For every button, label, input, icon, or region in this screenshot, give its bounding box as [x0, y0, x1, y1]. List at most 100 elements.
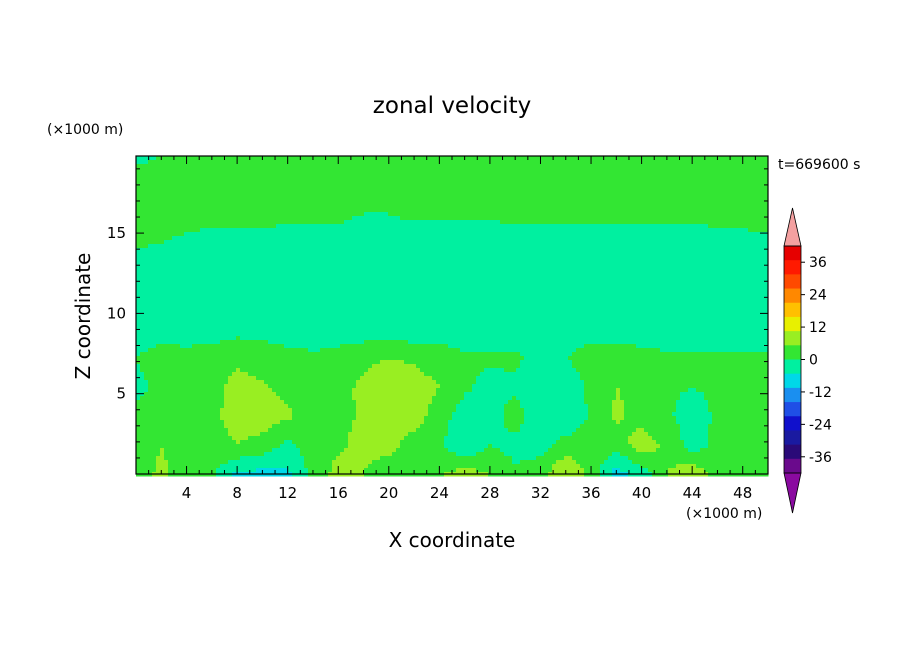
field-cell [672, 204, 677, 209]
field-cell [596, 180, 601, 185]
field-cell [348, 252, 353, 257]
field-cell [172, 228, 177, 233]
field-cell [680, 168, 685, 173]
field-cell [672, 248, 677, 253]
field-cell [188, 176, 193, 181]
field-cell [380, 256, 385, 261]
field-cell [636, 248, 641, 253]
field-cell [576, 276, 581, 281]
field-cell [368, 252, 373, 257]
field-cell [256, 260, 261, 265]
field-cell [324, 244, 329, 249]
field-cell [436, 224, 441, 229]
field-cell [444, 168, 449, 173]
field-cell [500, 196, 505, 201]
field-cell [388, 180, 393, 185]
field-cell [428, 168, 433, 173]
field-cell [528, 272, 533, 277]
field-cell [744, 260, 749, 265]
field-cell [164, 280, 169, 285]
field-cell [292, 280, 297, 285]
field-cell [208, 212, 213, 217]
field-cell [648, 164, 653, 169]
field-cell [664, 240, 669, 245]
field-cell [372, 172, 377, 177]
field-cell [200, 252, 205, 257]
field-cell [396, 256, 401, 261]
field-cell [720, 236, 725, 241]
field-cell [740, 172, 745, 177]
field-cell [468, 216, 473, 221]
field-cell [192, 244, 197, 249]
field-cell [156, 184, 161, 189]
field-cell [724, 228, 729, 233]
field-cell [408, 264, 413, 269]
field-cell [380, 156, 385, 161]
field-cell [140, 252, 145, 257]
field-cell [688, 224, 693, 229]
field-cell [436, 156, 441, 161]
field-cell [748, 268, 753, 273]
field-cell [212, 276, 217, 281]
field-cell [240, 200, 245, 205]
field-cell [408, 200, 413, 205]
field-cell [544, 200, 549, 205]
field-cell [184, 248, 189, 253]
field-cell [476, 228, 481, 233]
field-cell [688, 212, 693, 217]
field-cell [268, 208, 273, 213]
field-cell [608, 192, 613, 197]
field-cell [700, 276, 705, 281]
field-cell [548, 168, 553, 173]
field-cell [464, 184, 469, 189]
field-cell [440, 228, 445, 233]
field-cell [416, 160, 421, 165]
field-cell [188, 216, 193, 221]
field-cell [212, 260, 217, 265]
field-cell [720, 204, 725, 209]
field-cell [232, 276, 237, 281]
field-cell [580, 156, 585, 161]
field-cell [640, 168, 645, 173]
field-cell [436, 208, 441, 213]
field-cell [764, 244, 769, 249]
field-cell [728, 272, 733, 277]
field-cell [752, 180, 757, 185]
field-cell [196, 264, 201, 269]
field-cell [668, 212, 673, 217]
field-cell [664, 236, 669, 241]
field-cell [352, 264, 357, 269]
field-cell [704, 196, 709, 201]
field-cell [336, 272, 341, 277]
field-cell [280, 160, 285, 165]
field-cell [688, 200, 693, 205]
field-cell [712, 236, 717, 241]
field-cell [160, 156, 165, 161]
field-cell [648, 160, 653, 165]
field-cell [516, 236, 521, 241]
field-cell [684, 224, 689, 229]
field-cell [444, 196, 449, 201]
field-cell [516, 220, 521, 225]
field-cell [568, 192, 573, 197]
field-cell [296, 188, 301, 193]
field-cell [436, 252, 441, 257]
field-cell [280, 172, 285, 177]
field-cell [628, 156, 633, 161]
field-cell [308, 272, 313, 277]
field-cell [524, 268, 529, 273]
field-cell [420, 212, 425, 217]
field-cell [364, 180, 369, 185]
field-cell [676, 180, 681, 185]
field-cell [376, 160, 381, 165]
field-cell [368, 180, 373, 185]
field-cell [172, 180, 177, 185]
field-cell [288, 224, 293, 229]
field-cell [732, 236, 737, 241]
field-cell [240, 272, 245, 277]
field-cell [176, 208, 181, 213]
field-cell [500, 172, 505, 177]
field-cell [288, 228, 293, 233]
field-cell [668, 228, 673, 233]
field-cell [352, 260, 357, 265]
